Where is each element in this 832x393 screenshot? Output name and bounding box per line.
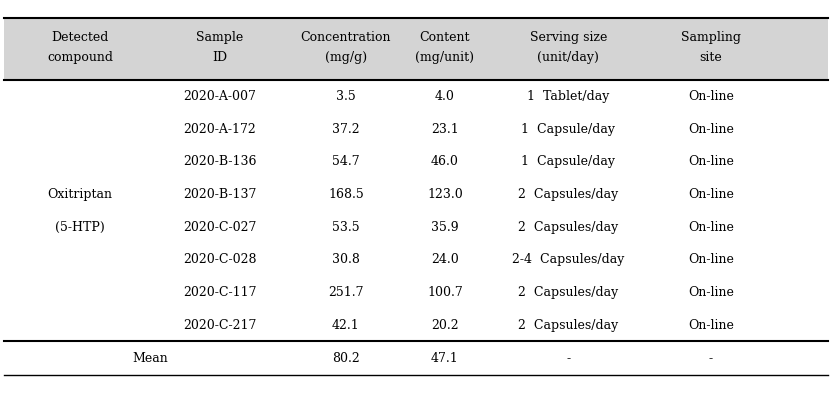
Text: 2020-B-137: 2020-B-137 (183, 188, 256, 201)
Text: Detected: Detected (52, 31, 109, 44)
Text: 2020-C-028: 2020-C-028 (183, 253, 257, 266)
Text: (mg/unit): (mg/unit) (415, 51, 474, 64)
Text: 2020-C-117: 2020-C-117 (183, 286, 257, 299)
Text: 2020-A-172: 2020-A-172 (184, 123, 256, 136)
Text: 37.2: 37.2 (332, 123, 359, 136)
Text: Mean: Mean (132, 352, 168, 365)
Text: 2020-C-027: 2020-C-027 (183, 220, 256, 233)
Text: 1  Capsule/day: 1 Capsule/day (522, 123, 616, 136)
Text: 3.5: 3.5 (336, 90, 356, 103)
Text: On-line: On-line (688, 286, 734, 299)
Text: 54.7: 54.7 (332, 155, 359, 168)
Text: 2  Capsules/day: 2 Capsules/day (518, 220, 618, 233)
Text: 42.1: 42.1 (332, 318, 360, 332)
Text: Content: Content (419, 31, 470, 44)
Text: 123.0: 123.0 (427, 188, 463, 201)
Text: site: site (700, 51, 722, 64)
Text: 46.0: 46.0 (431, 155, 458, 168)
Text: On-line: On-line (688, 155, 734, 168)
Text: 47.1: 47.1 (431, 352, 458, 365)
Text: (unit/day): (unit/day) (537, 51, 599, 64)
Text: 4.0: 4.0 (435, 90, 455, 103)
Text: On-line: On-line (688, 220, 734, 233)
Text: 2020-C-217: 2020-C-217 (183, 318, 256, 332)
Bar (4, 18, 828, 80)
Text: 2  Capsules/day: 2 Capsules/day (518, 286, 618, 299)
Text: 24.0: 24.0 (431, 253, 458, 266)
Text: On-line: On-line (688, 253, 734, 266)
Text: On-line: On-line (688, 188, 734, 201)
Text: 168.5: 168.5 (328, 188, 364, 201)
Text: 2-4  Capsules/day: 2-4 Capsules/day (513, 253, 625, 266)
Text: (5-HTP): (5-HTP) (55, 220, 105, 233)
Text: -: - (709, 352, 713, 365)
Text: On-line: On-line (688, 318, 734, 332)
Text: Oxitriptan: Oxitriptan (47, 188, 112, 201)
Text: 1  Capsule/day: 1 Capsule/day (522, 155, 616, 168)
Text: 80.2: 80.2 (332, 352, 360, 365)
Text: (mg/g): (mg/g) (325, 51, 367, 64)
Text: 53.5: 53.5 (332, 220, 359, 233)
Text: 1  Tablet/day: 1 Tablet/day (527, 90, 610, 103)
Text: 35.9: 35.9 (431, 220, 458, 233)
Text: 2020-B-136: 2020-B-136 (183, 155, 257, 168)
Text: Sample: Sample (196, 31, 244, 44)
Text: 2020-A-007: 2020-A-007 (184, 90, 256, 103)
Text: ID: ID (212, 51, 227, 64)
Text: 20.2: 20.2 (431, 318, 458, 332)
Text: compound: compound (47, 51, 113, 64)
Text: 30.8: 30.8 (332, 253, 360, 266)
Text: 2  Capsules/day: 2 Capsules/day (518, 188, 618, 201)
Text: 2  Capsules/day: 2 Capsules/day (518, 318, 618, 332)
Text: On-line: On-line (688, 90, 734, 103)
Text: 251.7: 251.7 (329, 286, 364, 299)
Text: Serving size: Serving size (530, 31, 607, 44)
Text: 23.1: 23.1 (431, 123, 458, 136)
Text: Sampling: Sampling (681, 31, 740, 44)
Text: On-line: On-line (688, 123, 734, 136)
Text: -: - (567, 352, 571, 365)
Text: Concentration: Concentration (300, 31, 391, 44)
Text: 100.7: 100.7 (427, 286, 463, 299)
